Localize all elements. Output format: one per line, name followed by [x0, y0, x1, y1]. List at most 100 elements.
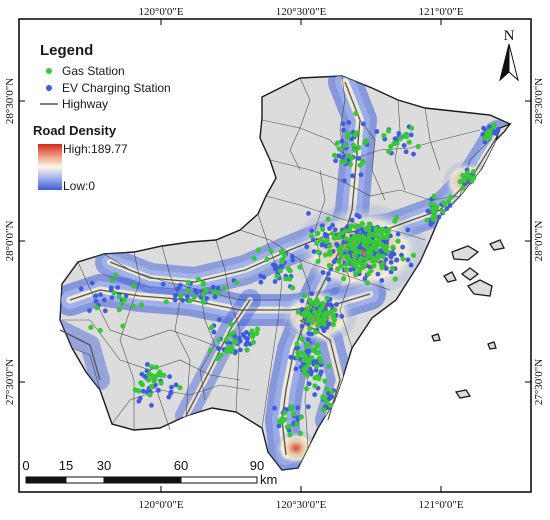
gas-station-point: [357, 249, 363, 255]
gas-station-point: [307, 325, 313, 331]
top-tick-label: 121°0'0"E: [418, 6, 463, 18]
gas-station-point: [315, 258, 321, 264]
ev-station-point: [93, 298, 99, 304]
gas-station-point: [207, 347, 213, 353]
ev-station-point: [175, 286, 180, 292]
ev-station-point: [272, 405, 277, 411]
gas-station-point: [299, 336, 305, 342]
scale-label: 60: [174, 458, 188, 473]
top-tick-label: 120°30'0"E: [276, 6, 327, 18]
gas-station-point: [361, 241, 367, 247]
ev-station-point: [184, 294, 190, 300]
ev-station-point: [408, 132, 414, 138]
gas-station-point: [325, 216, 331, 222]
gas-station-point: [130, 283, 137, 289]
gas-station-point: [352, 247, 358, 253]
gas-station-point: [306, 304, 313, 310]
gas-station-point: [294, 421, 300, 427]
gas-station-point: [343, 236, 349, 242]
gas-station-point: [327, 243, 333, 249]
ev-station-point: [327, 321, 332, 327]
gas-station-point: [431, 193, 437, 199]
gas-station-point: [371, 239, 378, 245]
gas-station-point: [344, 261, 350, 267]
gas-station-point: [94, 305, 100, 311]
ev-station-point: [193, 288, 198, 293]
ev-station-point: [173, 382, 179, 388]
density-title: Road Density: [33, 123, 117, 138]
density-low-label: Low:0: [63, 179, 95, 193]
gas-station-point: [486, 134, 492, 141]
gas-station-point: [149, 373, 156, 379]
ev-station-point: [309, 291, 315, 297]
gas-station-label: Gas Station: [62, 64, 125, 78]
gas-station-point: [403, 134, 410, 140]
scale-segment: [103, 476, 182, 484]
gas-station-point: [295, 354, 301, 360]
gas-station-point: [268, 248, 274, 254]
gas-station-point: [282, 252, 288, 258]
ev-station-point: [108, 285, 114, 291]
gas-station-point: [290, 411, 297, 417]
gas-station-point: [384, 234, 390, 241]
ev-station-point: [394, 257, 400, 263]
gas-station-point: [386, 148, 392, 155]
ev-station-point: [244, 330, 249, 335]
gas-station-point: [352, 252, 358, 258]
density-legend: Road Density High:189.77 Low:0: [33, 123, 128, 193]
right-tick-label: 27°30'0"N: [533, 359, 545, 405]
gas-station-point: [157, 369, 163, 375]
ev-station-point: [172, 293, 178, 299]
gas-station-point: [326, 262, 332, 269]
gas-station-point: [347, 242, 353, 248]
gas-station-point: [303, 344, 309, 350]
scale-unit: km: [260, 472, 277, 487]
ev-station-point: [310, 237, 316, 243]
ev-station-point: [354, 212, 360, 218]
gas-station-point: [215, 290, 221, 296]
gas-station-point: [415, 143, 421, 150]
gas-station-point: [177, 385, 183, 391]
ev-station-point: [400, 244, 406, 250]
ev-station-point: [172, 297, 178, 303]
gas-station-point: [380, 261, 386, 267]
gas-station-point: [322, 378, 328, 384]
legend-title: Legend: [40, 42, 93, 59]
ev-station-point: [102, 297, 107, 303]
gas-station-point: [322, 252, 329, 258]
ev-station-point: [295, 345, 301, 350]
gas-station-point: [335, 266, 341, 272]
gas-station-point: [139, 382, 145, 388]
gas-station-point: [439, 208, 445, 214]
gas-station-point: [185, 279, 191, 285]
ev-station-point: [293, 366, 299, 372]
ev-station-point: [330, 223, 335, 228]
ev-station-point: [333, 158, 338, 164]
ev-station-point: [78, 286, 84, 292]
gas-station-point: [277, 268, 283, 274]
ev-station-point: [339, 138, 345, 144]
gas-station-point: [432, 202, 438, 208]
gas-station-point: [363, 256, 369, 262]
ev-station-point: [322, 231, 328, 237]
gas-station-point: [385, 128, 392, 134]
gas-station-point: [332, 307, 338, 313]
ev-station-point: [320, 223, 325, 229]
gas-station-point: [146, 377, 152, 383]
ev-station-point: [295, 405, 301, 411]
gas-station-point: [324, 386, 330, 392]
gas-station-point: [163, 299, 169, 305]
gas-station-point: [410, 252, 417, 258]
ev-station-point: [492, 130, 498, 136]
gas-station-point: [224, 336, 230, 342]
gas-station-point: [187, 298, 193, 304]
bottom-tick-label: 120°30'0"E: [276, 499, 327, 511]
ev-station-point: [391, 251, 397, 257]
gas-station-point: [348, 223, 354, 229]
ev-station-point: [362, 276, 368, 281]
gas-station-point: [378, 241, 384, 247]
ev-station-point: [93, 293, 99, 299]
ev-station-point: [447, 203, 453, 208]
ev-station-point: [140, 388, 146, 394]
gas-station-point: [342, 159, 348, 165]
